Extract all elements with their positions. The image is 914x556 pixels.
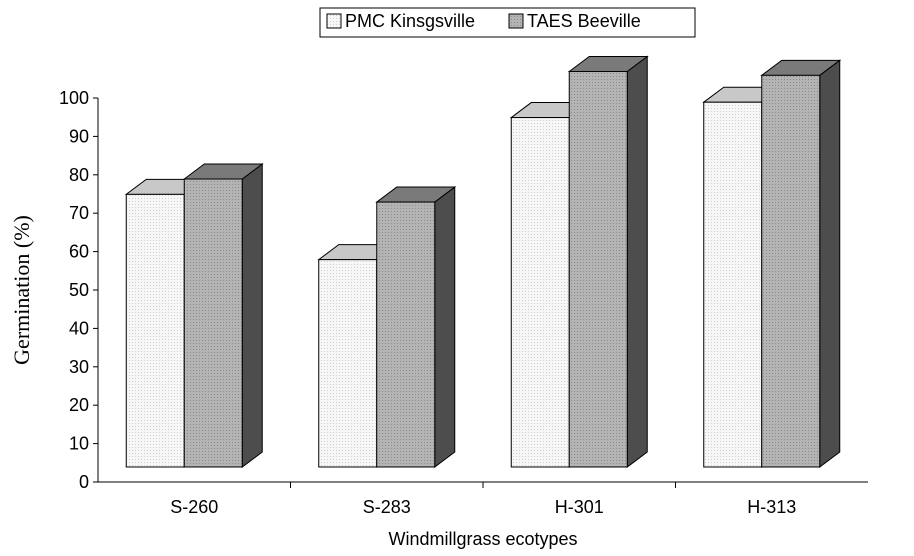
bar-front-face xyxy=(761,74,821,468)
bar-side-face xyxy=(241,163,263,468)
y-tick-label: 80 xyxy=(69,165,89,185)
bar-H-301-taes-beeville xyxy=(567,55,649,468)
bar-front-face xyxy=(318,259,378,468)
y-tick-label: 70 xyxy=(69,203,89,223)
category-label: S-260 xyxy=(170,497,218,517)
legend-label-1: TAES Beeville xyxy=(527,11,641,31)
bars xyxy=(124,55,842,468)
y-ticks: 0 10 20 30 40 50 60 70 80 90 100 xyxy=(59,88,98,492)
y-tick-label: 50 xyxy=(69,280,89,300)
legend-swatch-0 xyxy=(326,13,342,29)
x-ticks: S-260 S-283 H-301 H-313 xyxy=(170,482,796,517)
category-label: H-313 xyxy=(747,497,796,517)
y-tick-label: 0 xyxy=(79,472,89,492)
bar-front-face xyxy=(183,178,243,468)
bar-front-face xyxy=(703,101,763,468)
y-tick-label: 40 xyxy=(69,318,89,338)
category-label: S-283 xyxy=(363,497,411,517)
bar-front-face xyxy=(510,117,570,468)
bar-H-313-taes-beeville xyxy=(760,59,842,468)
y-tick-label: 60 xyxy=(69,242,89,262)
bar-front-face xyxy=(125,193,185,468)
category-label: H-301 xyxy=(555,497,604,517)
y-tick-label: 20 xyxy=(69,395,89,415)
bar-side-face xyxy=(819,59,841,468)
bar-front-face xyxy=(568,70,628,468)
x-axis-title: Windmillgrass ecotypes xyxy=(388,529,577,549)
bar-side-face xyxy=(434,186,456,468)
legend-label-0: PMC Kinsgsville xyxy=(345,11,475,31)
y-axis-title: Germination (%) xyxy=(9,215,34,365)
y-tick-label: 100 xyxy=(59,88,89,108)
legend-swatch-1 xyxy=(508,13,524,29)
bar-S-260-taes-beeville xyxy=(182,163,264,468)
y-tick-label: 10 xyxy=(69,434,89,454)
bar-side-face xyxy=(626,55,648,468)
y-tick-label: 30 xyxy=(69,357,89,377)
bar-S-283-taes-beeville xyxy=(375,186,457,468)
legend-box xyxy=(319,7,696,38)
bar-front-face xyxy=(376,201,436,468)
y-tick-label: 90 xyxy=(69,126,89,146)
legend: PMC Kinsgsville TAES Beeville xyxy=(319,7,696,38)
